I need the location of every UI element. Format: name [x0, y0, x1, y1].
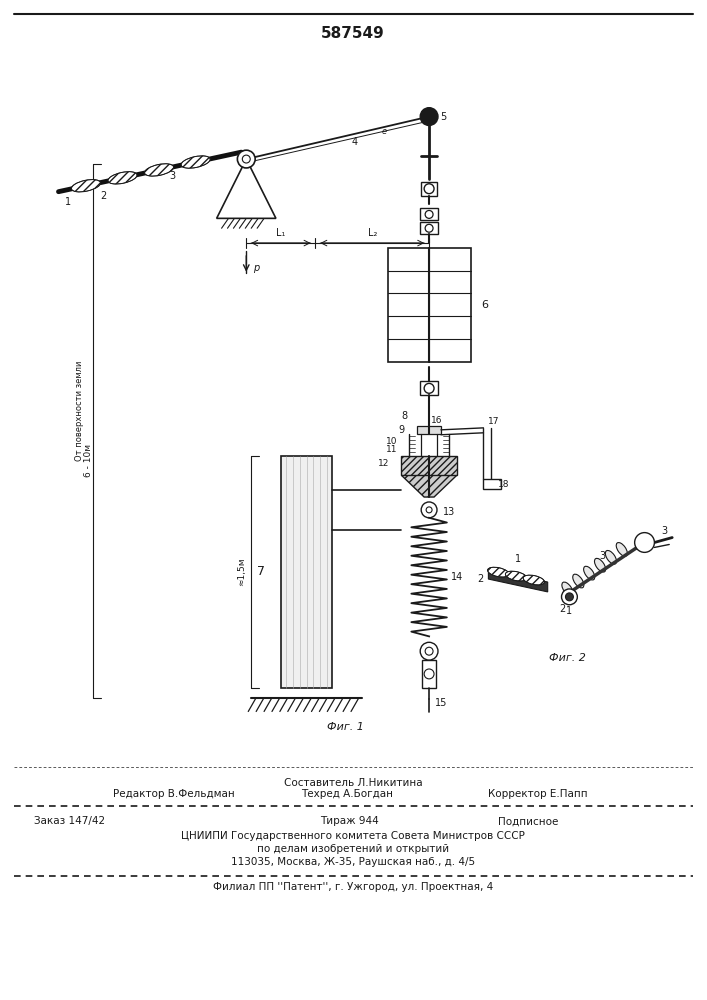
Ellipse shape	[523, 575, 544, 585]
Text: 14: 14	[450, 572, 463, 582]
Text: Корректор Е.Папп: Корректор Е.Папп	[489, 789, 588, 799]
Text: Тираж 944: Тираж 944	[320, 816, 379, 826]
Text: 12: 12	[378, 459, 390, 468]
Text: 2: 2	[559, 604, 566, 614]
Bar	[420, 208, 438, 220]
Bar	[421, 182, 437, 196]
Circle shape	[238, 150, 255, 168]
Text: 7: 7	[257, 565, 265, 578]
Circle shape	[420, 642, 438, 660]
Text: 6 - 10м: 6 - 10м	[83, 444, 93, 477]
Bar	[484, 479, 501, 489]
Circle shape	[425, 647, 433, 655]
Text: 17: 17	[488, 417, 499, 426]
Ellipse shape	[595, 558, 606, 572]
Polygon shape	[402, 475, 457, 497]
Ellipse shape	[573, 574, 584, 588]
Ellipse shape	[108, 172, 137, 184]
Text: 2: 2	[100, 191, 106, 201]
Circle shape	[420, 108, 438, 125]
Ellipse shape	[506, 571, 527, 581]
Bar	[387, 248, 471, 362]
Ellipse shape	[144, 164, 174, 176]
Text: Фиг. 1: Фиг. 1	[327, 722, 363, 732]
Bar	[420, 381, 438, 395]
Text: р: р	[253, 263, 259, 273]
Circle shape	[425, 210, 433, 218]
Circle shape	[561, 589, 578, 605]
Text: Редактор В.Фельдман: Редактор В.Фельдман	[113, 789, 235, 799]
Ellipse shape	[488, 567, 509, 577]
Text: e: e	[382, 127, 387, 136]
Circle shape	[635, 533, 655, 552]
Ellipse shape	[617, 543, 627, 556]
Bar	[417, 426, 441, 434]
Bar	[402, 456, 457, 475]
Circle shape	[424, 184, 434, 194]
Text: L₂: L₂	[368, 228, 377, 238]
Text: 8: 8	[402, 411, 407, 421]
Text: 11: 11	[386, 445, 397, 454]
Bar	[420, 222, 438, 234]
Bar	[422, 660, 436, 688]
Text: 1: 1	[566, 606, 573, 616]
Text: 15: 15	[435, 698, 447, 708]
Text: 587549: 587549	[321, 26, 385, 41]
Text: 1: 1	[65, 197, 71, 207]
Ellipse shape	[583, 566, 595, 580]
Text: 6: 6	[481, 300, 488, 310]
Text: От поверхности земли: От поверхности земли	[75, 361, 83, 461]
Circle shape	[421, 502, 437, 518]
Text: 5: 5	[440, 112, 446, 122]
Text: 18: 18	[498, 480, 510, 489]
Text: 3: 3	[661, 526, 667, 536]
Polygon shape	[489, 569, 548, 592]
Text: 3: 3	[599, 551, 605, 561]
Ellipse shape	[71, 180, 100, 192]
Polygon shape	[216, 159, 276, 218]
Text: 4: 4	[352, 137, 358, 147]
Text: 1: 1	[515, 554, 521, 564]
Text: Фиг. 2: Фиг. 2	[549, 653, 586, 663]
Text: Подписное: Подписное	[498, 816, 559, 826]
Circle shape	[566, 593, 573, 601]
Text: Заказ 147/42: Заказ 147/42	[34, 816, 105, 826]
Text: 2: 2	[477, 574, 484, 584]
Circle shape	[425, 224, 433, 232]
Text: ЦНИИПИ Государственного комитета Совета Министров СССР: ЦНИИПИ Государственного комитета Совета …	[181, 831, 525, 841]
Text: по делам изобретений и открытий: по делам изобретений и открытий	[257, 844, 449, 854]
Circle shape	[426, 507, 432, 513]
Text: Техред А.Богдан: Техред А.Богдан	[300, 789, 392, 799]
Text: L₁: L₁	[276, 228, 286, 238]
Text: 13: 13	[443, 507, 455, 517]
Circle shape	[243, 155, 250, 163]
Text: 9: 9	[398, 425, 404, 435]
Text: Составитель Л.Никитина: Составитель Л.Никитина	[284, 778, 422, 788]
Ellipse shape	[562, 582, 573, 596]
Text: Филиал ПП ''Патент'', г. Ужгород, ул. Проектная, 4: Филиал ПП ''Патент'', г. Ужгород, ул. Пр…	[213, 882, 493, 892]
Text: 113035, Москва, Ж-35, Раушская наб., д. 4/5: 113035, Москва, Ж-35, Раушская наб., д. …	[231, 857, 475, 867]
Ellipse shape	[181, 156, 210, 168]
Text: 10: 10	[386, 437, 397, 446]
Text: 16: 16	[431, 416, 443, 425]
Ellipse shape	[605, 550, 617, 564]
Circle shape	[424, 669, 434, 679]
Text: ≈1,5м: ≈1,5м	[237, 557, 246, 586]
Bar	[281, 456, 332, 688]
Circle shape	[424, 383, 434, 393]
Text: 3: 3	[169, 171, 175, 181]
